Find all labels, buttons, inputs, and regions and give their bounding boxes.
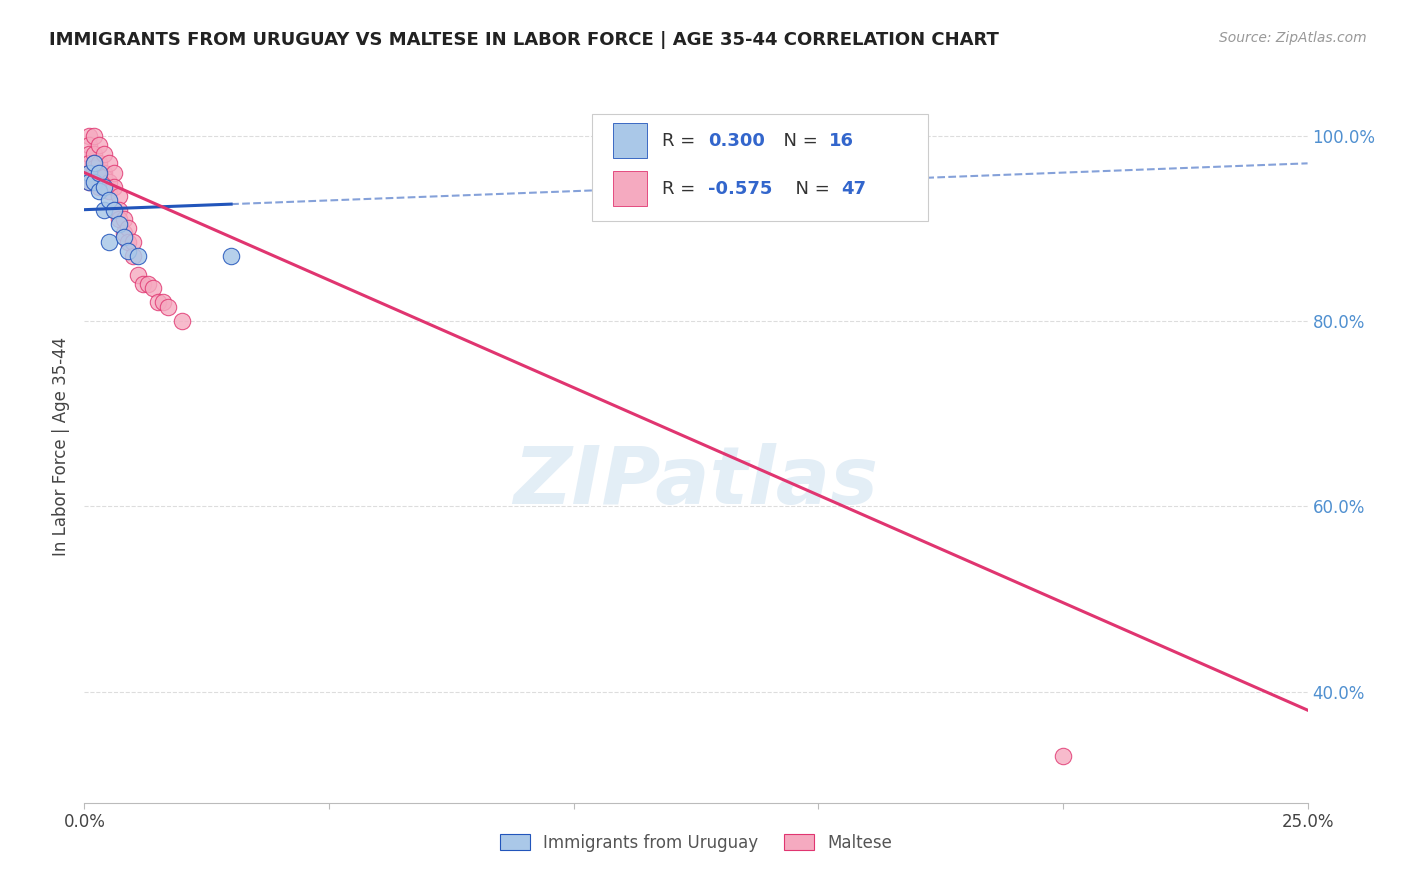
- Y-axis label: In Labor Force | Age 35-44: In Labor Force | Age 35-44: [52, 336, 70, 556]
- Point: [117, 244, 139, 259]
- Point: [107, 211, 129, 226]
- Point: [97, 194, 120, 208]
- Point: [142, 281, 165, 295]
- FancyBboxPatch shape: [592, 114, 928, 221]
- Point: [112, 230, 135, 244]
- Point: [132, 277, 155, 291]
- Point: [122, 235, 145, 249]
- Point: [97, 184, 120, 198]
- Text: N =: N =: [772, 132, 824, 150]
- Point: [83, 156, 105, 170]
- Text: Source: ZipAtlas.com: Source: ZipAtlas.com: [1219, 31, 1367, 45]
- Point: [77, 137, 100, 152]
- Point: [93, 202, 115, 217]
- Point: [97, 175, 120, 189]
- Point: [83, 156, 105, 170]
- Point: [103, 202, 125, 217]
- Bar: [613, 171, 647, 206]
- Point: [87, 156, 110, 170]
- Point: [77, 147, 100, 161]
- Point: [77, 156, 100, 170]
- Point: [93, 147, 115, 161]
- Point: [107, 202, 129, 217]
- Point: [77, 175, 100, 189]
- Legend: Immigrants from Uruguay, Maltese: Immigrants from Uruguay, Maltese: [494, 828, 898, 859]
- Point: [97, 156, 120, 170]
- Point: [87, 166, 110, 180]
- Point: [83, 175, 105, 189]
- Point: [219, 249, 242, 263]
- Text: R =: R =: [662, 132, 700, 150]
- Point: [87, 179, 110, 194]
- Point: [93, 166, 115, 180]
- Point: [87, 170, 110, 185]
- Point: [77, 175, 100, 189]
- Point: [83, 166, 105, 180]
- Point: [87, 166, 110, 180]
- Point: [83, 170, 105, 185]
- Point: [103, 202, 125, 217]
- Point: [112, 226, 135, 240]
- Point: [112, 211, 135, 226]
- Point: [87, 137, 110, 152]
- Point: [152, 295, 174, 310]
- Point: [77, 166, 100, 180]
- Point: [87, 184, 110, 198]
- Text: N =: N =: [785, 179, 835, 197]
- Point: [103, 179, 125, 194]
- Point: [172, 314, 194, 328]
- Text: 0.300: 0.300: [709, 132, 765, 150]
- Bar: [613, 123, 647, 158]
- Point: [127, 249, 149, 263]
- Point: [77, 166, 100, 180]
- Text: 47: 47: [842, 179, 866, 197]
- Point: [83, 147, 105, 161]
- Point: [87, 175, 110, 189]
- Point: [107, 217, 129, 231]
- Point: [83, 175, 105, 189]
- Point: [93, 170, 115, 185]
- Text: -0.575: -0.575: [709, 179, 772, 197]
- Point: [127, 268, 149, 282]
- Point: [156, 300, 179, 314]
- Point: [83, 161, 105, 175]
- Point: [117, 235, 139, 249]
- Point: [93, 179, 115, 194]
- Point: [83, 128, 105, 143]
- Point: [107, 188, 129, 202]
- Text: 16: 16: [830, 132, 855, 150]
- Point: [93, 179, 115, 194]
- Point: [136, 277, 159, 291]
- Text: IMMIGRANTS FROM URUGUAY VS MALTESE IN LABOR FORCE | AGE 35-44 CORRELATION CHART: IMMIGRANTS FROM URUGUAY VS MALTESE IN LA…: [49, 31, 1000, 49]
- Point: [97, 235, 120, 249]
- Point: [1052, 749, 1074, 764]
- Point: [146, 295, 169, 310]
- Point: [117, 221, 139, 235]
- Point: [122, 249, 145, 263]
- Text: R =: R =: [662, 179, 700, 197]
- Text: ZIPatlas: ZIPatlas: [513, 442, 879, 521]
- Point: [77, 128, 100, 143]
- Point: [103, 166, 125, 180]
